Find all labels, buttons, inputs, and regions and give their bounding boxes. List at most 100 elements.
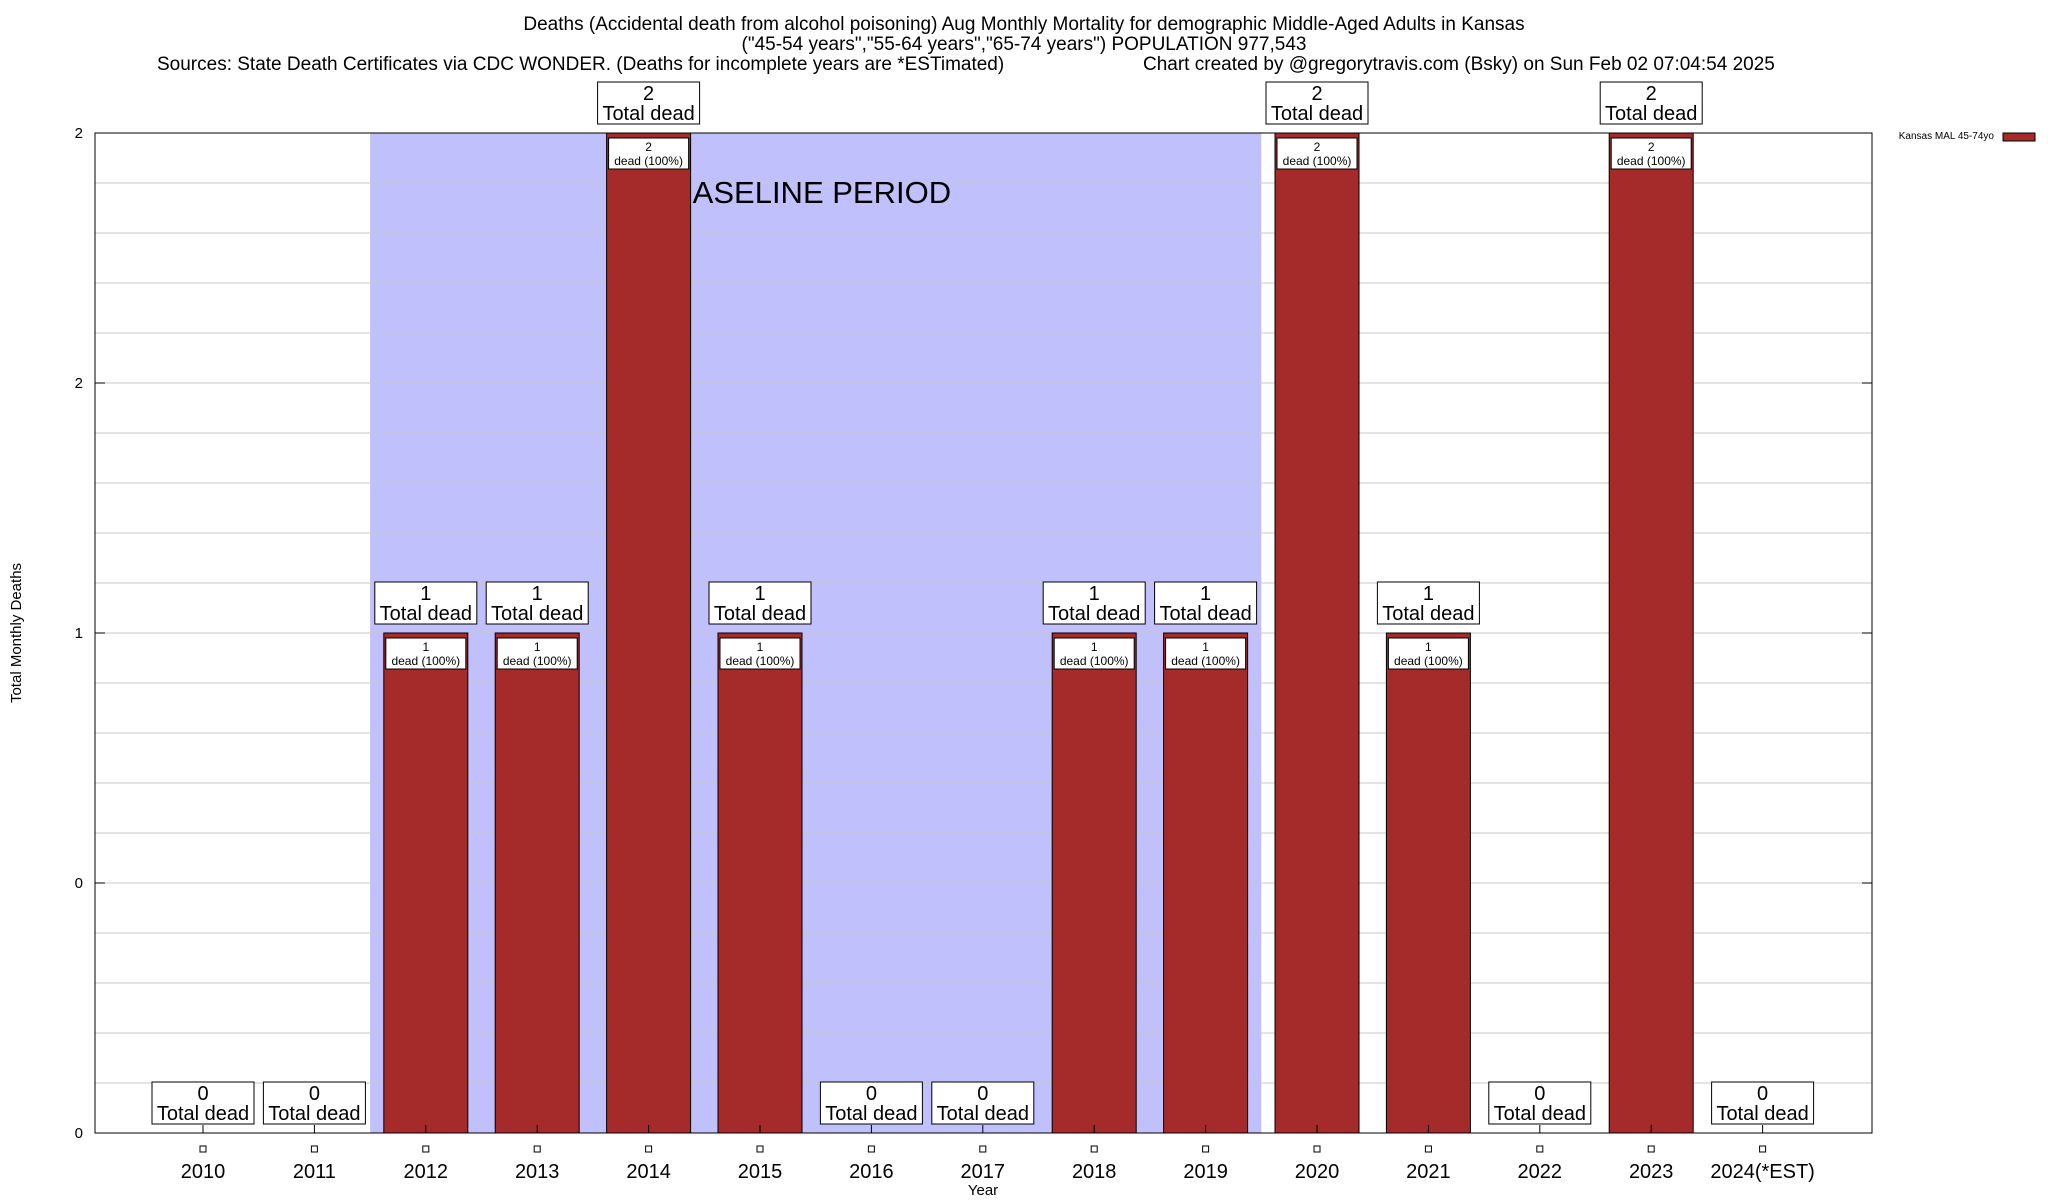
total-suffix-label: Total dead xyxy=(1048,603,1140,625)
total-label-box xyxy=(1711,1081,1815,1125)
x-tick-marker xyxy=(199,1145,207,1153)
bar-percent-label: dead (100%) xyxy=(1283,154,1352,168)
x-tick-marker xyxy=(1202,1145,1210,1153)
bar-label-box xyxy=(719,637,801,670)
total-label-box xyxy=(597,81,701,125)
y-tick-label: 1 xyxy=(75,625,83,642)
total-suffix-label: Total dead xyxy=(714,603,806,625)
total-label-box xyxy=(708,581,812,625)
total-value-label: 0 xyxy=(1534,1083,1545,1105)
x-tick-label: 2013 xyxy=(515,1161,560,1183)
x-axis-title: Year xyxy=(968,1182,998,1199)
total-suffix-label: Total dead xyxy=(380,603,472,625)
total-suffix-label: Total dead xyxy=(1159,603,1251,625)
x-tick-label: 2016 xyxy=(849,1161,894,1183)
bar-percent-label: dead (100%) xyxy=(614,154,683,168)
total-label-box xyxy=(1376,581,1480,625)
bar-percent-label: dead (100%) xyxy=(1617,154,1686,168)
x-tick-label: 2018 xyxy=(1072,1161,1117,1183)
chart-credit: Chart created by @gregorytravis.com (Bsk… xyxy=(1143,54,1775,75)
total-value-label: 1 xyxy=(1423,583,1434,605)
total-suffix-label: Total dead xyxy=(491,603,583,625)
bar-value-label: 1 xyxy=(422,640,429,654)
x-tick-label: 2020 xyxy=(1295,1161,1340,1183)
bar-label-box xyxy=(1387,637,1469,670)
total-label-box xyxy=(819,1081,923,1125)
bar xyxy=(1163,632,1249,1134)
total-value-label: 0 xyxy=(1757,1083,1768,1105)
x-tick-marker xyxy=(645,1145,653,1153)
bar-percent-label: dead (100%) xyxy=(1060,654,1129,668)
x-tick-marker xyxy=(1536,1145,1544,1153)
chart-sources: Sources: State Death Certificates via CD… xyxy=(157,54,1005,75)
x-tick-marker xyxy=(1313,1145,1321,1153)
baseline-label: BASELINE PERIOD xyxy=(672,175,951,210)
total-value-label: 2 xyxy=(643,83,654,105)
bar-label-box xyxy=(608,137,690,170)
total-label-box xyxy=(1265,81,1369,125)
total-suffix-label: Total dead xyxy=(268,1103,360,1125)
x-tick-label: 2010 xyxy=(181,1161,226,1183)
bar-label-box xyxy=(496,637,578,670)
y-axis-title: Total Monthly Deaths xyxy=(8,563,25,703)
x-tick-label: 2019 xyxy=(1183,1161,1228,1183)
legend-label: Kansas MAL 45-74yo xyxy=(1899,131,1995,142)
total-value-label: 2 xyxy=(1311,83,1322,105)
total-label-box xyxy=(485,581,589,625)
x-tick-marker xyxy=(1759,1145,1767,1153)
gridlines xyxy=(95,132,1872,1134)
total-value-label: 0 xyxy=(977,1083,988,1105)
total-value-label: 1 xyxy=(754,583,765,605)
x-tick-marker xyxy=(310,1145,318,1153)
bar xyxy=(1385,632,1471,1134)
y-tick-label: 0 xyxy=(75,875,83,892)
total-value-label: 0 xyxy=(309,1083,320,1105)
total-suffix-label: Total dead xyxy=(1382,603,1474,625)
bar xyxy=(1608,132,1694,1134)
bar-label-box xyxy=(1165,637,1247,670)
bar-value-label: 1 xyxy=(534,640,541,654)
bar xyxy=(383,632,469,1134)
bar-value-label: 2 xyxy=(645,140,652,154)
x-tick-label: 2024(*EST) xyxy=(1710,1161,1815,1183)
total-suffix-label: Total dead xyxy=(1716,1103,1808,1125)
total-suffix-label: Total dead xyxy=(1494,1103,1586,1125)
bar-label-box xyxy=(1610,137,1692,170)
x-tick-marker xyxy=(1647,1145,1655,1153)
y-tick-label: 2 xyxy=(75,125,83,142)
x-tick-marker xyxy=(1090,1145,1098,1153)
x-tick-label: 2021 xyxy=(1406,1161,1451,1183)
total-label-box xyxy=(374,581,478,625)
bar-value-label: 1 xyxy=(1425,640,1432,654)
bar xyxy=(717,632,803,1134)
bar-percent-label: dead (100%) xyxy=(1394,654,1463,668)
total-suffix-label: Total dead xyxy=(1605,103,1697,125)
bar-value-label: 1 xyxy=(1091,640,1098,654)
total-label-box xyxy=(1488,1081,1592,1125)
x-tick-label: 2023 xyxy=(1629,1161,1674,1183)
bar-label-box xyxy=(1053,637,1135,670)
bar-percent-label: dead (100%) xyxy=(726,654,795,668)
bar-value-label: 1 xyxy=(757,640,764,654)
bar-label-box xyxy=(1276,137,1358,170)
total-label-box xyxy=(262,1081,366,1125)
bar-value-label: 2 xyxy=(1314,140,1321,154)
x-tick-marker xyxy=(1424,1145,1432,1153)
bar-percent-label: dead (100%) xyxy=(1171,654,1240,668)
x-tick-marker xyxy=(422,1145,430,1153)
x-tick-marker xyxy=(979,1145,987,1153)
total-value-label: 2 xyxy=(1646,83,1657,105)
legend-swatch xyxy=(2002,132,2036,142)
bar-value-label: 2 xyxy=(1648,140,1655,154)
total-label-box xyxy=(151,1081,255,1125)
x-tick-label: 2011 xyxy=(293,1161,336,1183)
total-value-label: 0 xyxy=(197,1083,208,1105)
total-label-box xyxy=(1599,81,1703,125)
total-suffix-label: Total dead xyxy=(1271,103,1363,125)
total-value-label: 1 xyxy=(1200,583,1211,605)
plot-frame xyxy=(94,132,1873,1134)
x-tick-label: 2012 xyxy=(404,1161,449,1183)
total-suffix-label: Total dead xyxy=(157,1103,249,1125)
total-suffix-label: Total dead xyxy=(602,103,694,125)
